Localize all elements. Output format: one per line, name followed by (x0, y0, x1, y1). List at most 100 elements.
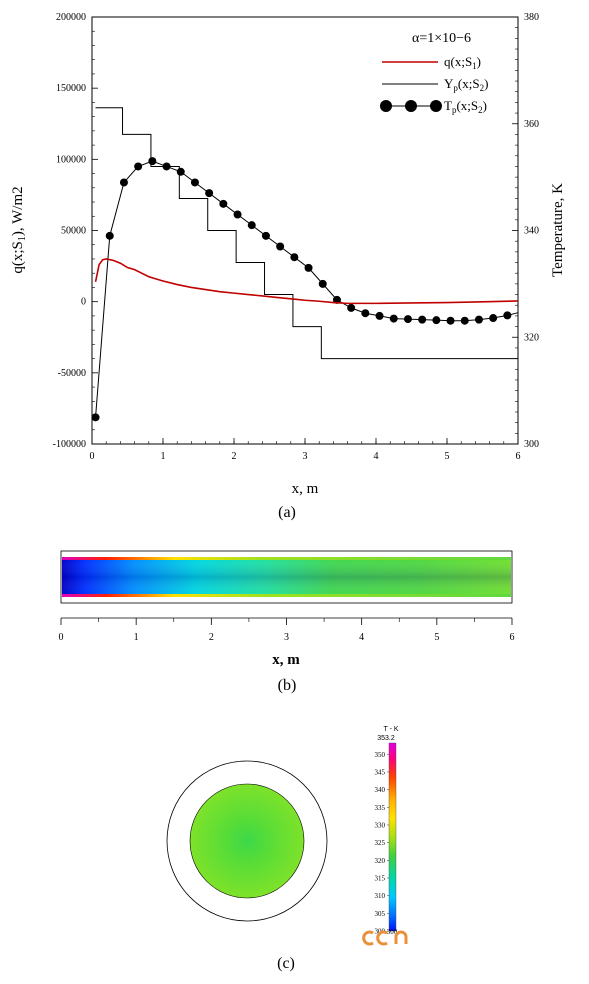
colorbar-title: T - K (383, 726, 398, 733)
x-tick-label: 5 (445, 451, 450, 462)
y-left-tick-label: -50000 (58, 368, 86, 379)
b-x-tick-label: 1 (134, 632, 139, 643)
tp-line-path (95, 160, 519, 418)
q-line-path (94, 258, 519, 305)
colorbar (388, 742, 397, 932)
y-right-tick-label: 320 (524, 332, 539, 343)
tp-data-point (432, 316, 441, 325)
b-x-tick-label: 5 (434, 632, 439, 643)
pipe-wall-top (62, 557, 511, 560)
colorbar-tick-label: 340 (375, 786, 386, 794)
tp-data-point (233, 210, 242, 219)
colorbar-tick-label: 325 (375, 839, 386, 847)
yp-step-path (95, 107, 518, 360)
series-tp-line (91, 157, 519, 422)
panel-b-label: (b) (278, 677, 297, 694)
legend-q-label: q(x;S1) (444, 54, 481, 71)
colorbar-tick-label: 350 (375, 751, 386, 759)
pipe-field-shade (62, 558, 511, 596)
b-x-tick-label: 3 (284, 632, 289, 643)
tp-data-point (162, 162, 171, 171)
pipe-wall-bottom (62, 594, 511, 597)
panel-a-label: (a) (278, 504, 296, 521)
tp-data-point (489, 314, 498, 323)
colorbar-max-label: 353.2 (377, 735, 395, 742)
tp-data-point (134, 162, 143, 171)
b-x-tick-label: 0 (59, 632, 64, 643)
tp-data-point (418, 315, 427, 324)
legend: α=1×10−6 q(x;S1) Yp(x;S2) Tp(x;S2) (380, 31, 488, 115)
y-right-tick-label: 380 (524, 12, 539, 23)
tp-data-point (304, 263, 313, 272)
tp-data-point (91, 413, 100, 422)
tp-data-point (347, 303, 356, 312)
tp-data-point (318, 279, 327, 288)
x-tick-label: 1 (161, 451, 166, 462)
colorbar-tick-label: 320 (375, 857, 386, 865)
tp-data-point (261, 231, 270, 240)
legend-tp-marker (380, 100, 392, 112)
plot-frame (91, 16, 519, 445)
y-left-axis-label: q(x;S1), W/m2 (10, 186, 28, 273)
tp-data-point (219, 199, 228, 208)
tp-data-point (361, 309, 370, 318)
panel-b-field: 0 1 2 3 4 5 6 x, m (b) (59, 550, 515, 694)
tp-data-point (276, 242, 285, 251)
colorbar-tick-label: 345 (375, 768, 386, 776)
b-x-axis-label: x, m (272, 652, 300, 668)
x-tick-label: 0 (90, 451, 95, 462)
y-left-tick-label: 100000 (56, 154, 86, 165)
series-q-line (94, 258, 519, 305)
colorbar-tick-label: 310 (375, 892, 386, 900)
tp-data-point (105, 231, 114, 240)
x-tick-label: 3 (303, 451, 308, 462)
x-tick-label: 2 (232, 451, 237, 462)
tp-data-point (503, 311, 512, 320)
panel-a-chart: 0 1 2 3 4 5 6 -100000 -50000 0 50000 100000 150000 20… (10, 12, 566, 521)
y-left-tick-label: 150000 (56, 83, 86, 94)
tp-data-point (446, 316, 455, 325)
y-right-axis-label: Temperature, K (550, 183, 566, 277)
tp-data-point (460, 316, 469, 325)
tp-data-point (247, 221, 256, 230)
colorbar-min-label: 300 (387, 928, 398, 936)
axis-ticks: 0 1 2 3 4 5 6 -100000 -50000 0 50000 100000 150000 20… (53, 12, 539, 462)
tp-data-point (148, 157, 157, 166)
tp-data-point (119, 178, 128, 187)
panel-c-cross-section: T - K 353.2 350 345 340 335 330 325 320 315 310 3… (166, 726, 408, 972)
colorbar-tick-label: 315 (375, 874, 386, 882)
legend-tp-label: Tp(x;S2) (444, 98, 487, 115)
x-tick-label: 4 (374, 451, 379, 462)
y-left-tick-label: 50000 (61, 226, 86, 237)
legend-yp-label: Yp(x;S2) (444, 76, 488, 93)
colorbar-tick-label: 330 (375, 821, 386, 829)
tp-data-point (375, 311, 384, 320)
tp-data-point (389, 314, 398, 323)
panel-c-label: (c) (277, 955, 295, 972)
colorbar-tick-label: 335 (375, 804, 386, 812)
colorbar-tick-label: 305 (375, 910, 386, 918)
y-right-tick-label: 340 (524, 226, 539, 237)
y-left-tick-label: 200000 (56, 12, 86, 23)
b-x-tick-label: 2 (209, 632, 214, 643)
y-right-tick-label: 300 (524, 439, 539, 450)
y-left-tick-label: 0 (81, 297, 86, 308)
tp-data-point (290, 253, 299, 262)
b-x-tick-label: 4 (359, 632, 364, 643)
alpha-annotation: α=1×10−6 (412, 31, 471, 46)
tp-data-point (403, 315, 412, 324)
legend-tp-marker (430, 100, 442, 112)
tp-data-point (205, 189, 214, 198)
y-right-tick-label: 360 (524, 119, 539, 130)
tp-data-point (474, 315, 483, 324)
x-axis-label: x, m (292, 481, 319, 497)
watermark-logo (362, 930, 408, 946)
tp-data-point (176, 167, 185, 176)
b-x-tick-label: 6 (510, 632, 515, 643)
x-tick-label: 6 (516, 451, 521, 462)
b-axis-ticks: 0 1 2 3 4 5 6 (59, 618, 515, 643)
series-yp-step (95, 107, 518, 360)
legend-tp-marker (405, 100, 417, 112)
tp-data-point (190, 178, 199, 187)
